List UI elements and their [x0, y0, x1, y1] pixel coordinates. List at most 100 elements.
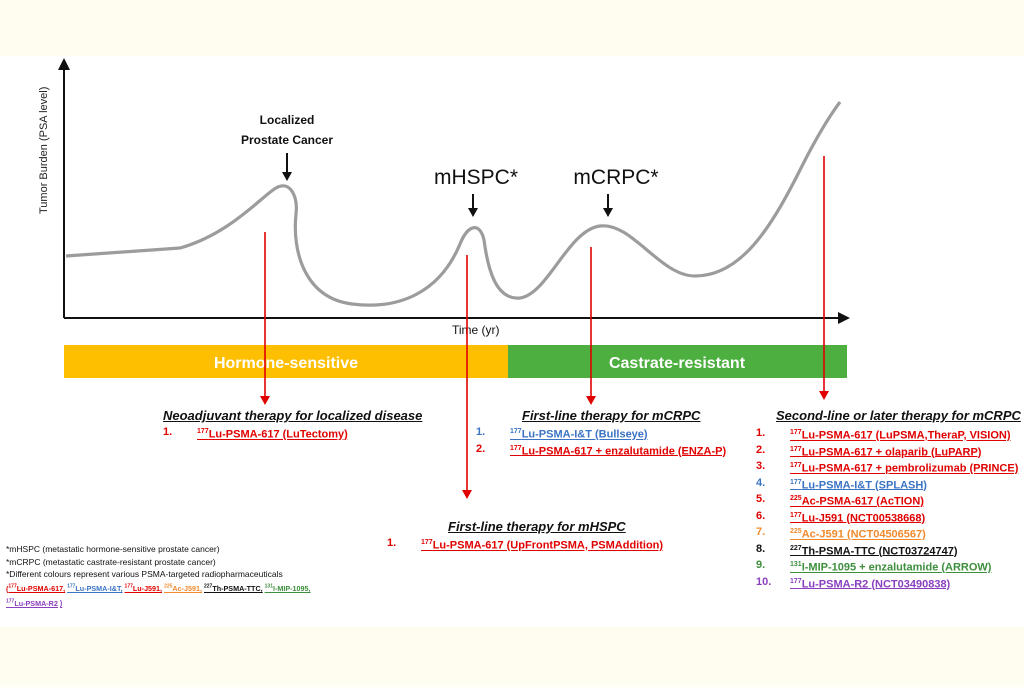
- key-entry: 177Lu-J591,: [124, 583, 163, 593]
- isotope-mass-number: 227: [790, 544, 802, 552]
- bottom-margin-band: [0, 627, 1024, 683]
- therapy-item-number: 2.: [756, 443, 766, 456]
- therapy-item-text: 227Th-PSMA-TTC (NCT03724747): [790, 541, 958, 558]
- footnote-line: *mCRPC (metastatic castrate-resistant pr…: [6, 556, 216, 567]
- therapy-name: Lu-PSMA-I&T (Bullseye): [521, 428, 648, 441]
- tumor-burden-curve: [65, 101, 842, 307]
- castrate-resistant-label: Castrate-resistant: [609, 355, 746, 372]
- therapy-item: 2. 177Lu-PSMA-617 + olaparib (LuPARP): [756, 442, 1018, 459]
- therapy-item-text: 225Ac-J591 (NCT04506567): [790, 524, 926, 541]
- therapy-item: 1. 177Lu-PSMA-I&T (Bullseye): [476, 424, 726, 441]
- therapy-name: Th-PSMA-TTC (NCT03724747): [801, 545, 958, 558]
- therapy-item: 2. 177Lu-PSMA-617 + enzalutamide (ENZA-P): [476, 441, 726, 458]
- therapy-item-text: 177Lu-PSMA-I&T (Bullseye): [510, 424, 648, 441]
- localized-label-line1: Localized: [260, 113, 315, 127]
- therapy-item-number: 10.: [756, 575, 772, 588]
- therapy-item-text: 177Lu-PSMA-617 + enzalutamide (ENZA-P): [510, 441, 726, 458]
- therapy-item: 5. 225Ac-PSMA-617 (AcTION): [756, 491, 1018, 508]
- mhspc-label: mHSPC*: [434, 166, 518, 189]
- therapy-item-text: 177Lu-PSMA-617 (UpFrontPSMA, PSMAddition…: [421, 535, 663, 552]
- first-line-mcrpc-heading: First-line therapy for mCRPC: [522, 408, 701, 423]
- first-line-mcrpc-list: 1. 177Lu-PSMA-I&T (Bullseye) 2. 177Lu-PSMA-…: [476, 424, 726, 457]
- therapy-item-number: 2.: [476, 442, 486, 455]
- key-open-paren: (: [6, 583, 9, 593]
- therapy-item-number: 9.: [756, 559, 766, 571]
- isotope-mass-number: 177: [790, 577, 802, 585]
- hormone-sensitive-bar: [64, 345, 508, 378]
- therapy-name: Ac-J591 (NCT04506567): [801, 528, 926, 541]
- y-axis-label: Tumor Burden (PSA level): [38, 87, 50, 214]
- key-entry: 227Th-PSMA-TTC,: [203, 583, 263, 593]
- therapy-item-text: 177Lu-PSMA-617 (LuTectomy): [197, 424, 348, 441]
- isotope-mass-number: 177: [790, 445, 802, 453]
- therapy-item-text: 177Lu-PSMA-R2 (NCT03490838): [790, 574, 950, 591]
- key-entry: 177Lu-PSMA-I&T,: [67, 583, 123, 593]
- x-axis-arrow-icon: [838, 312, 850, 324]
- isotope-mass-number: 177: [790, 429, 802, 436]
- key-entry: 225Ac-J591,: [164, 583, 202, 593]
- therapy-item-number: 1.: [476, 426, 486, 438]
- mhspc-therapy-arrowhead-icon: [462, 490, 472, 499]
- therapy-name: Lu-PSMA-I&T (SPLASH): [801, 479, 927, 492]
- therapy-name: Lu-PSMA-617 (UpFrontPSMA, PSMAddition): [432, 539, 664, 552]
- isotope-mass-number: 177: [790, 462, 802, 469]
- therapy-item: 1. 177Lu-PSMA-617 (LuTectomy): [163, 424, 348, 441]
- therapy-item-text: 177Lu-PSMA-617 (LuPSMA,TheraP, VISION): [790, 425, 1011, 442]
- isotope-mass-number: 225: [790, 495, 802, 502]
- therapy-item: 7. 225Ac-J591 (NCT04506567): [756, 524, 1018, 541]
- therapy-item-number: 1.: [756, 427, 766, 439]
- neoadjuvant-arrowhead-icon: [260, 396, 270, 405]
- localized-arrowhead-icon: [282, 172, 292, 181]
- therapy-name: Lu-PSMA-617 (LuTectomy): [208, 428, 348, 441]
- isotope-mass-number: 177: [421, 539, 433, 546]
- key-entry: 131I-MIP-1095,: [264, 583, 311, 593]
- therapy-item: 6. 177Lu-J591 (NCT00538668): [756, 508, 1018, 525]
- top-margin-band: [0, 0, 1024, 56]
- therapy-item: 9. 131I-MIP-1095 + enzalutamide (ARROW): [756, 557, 1018, 574]
- red-arrows: [260, 156, 829, 499]
- therapy-item-number: 5.: [756, 493, 766, 505]
- neoadjuvant-list: 1. 177Lu-PSMA-617 (LuTectomy): [163, 424, 348, 441]
- mcrpc-first-line-arrowhead-icon: [586, 396, 596, 405]
- radiopharmaceutical-color-key: (177Lu-PSMA-617, 177Lu-PSMA-I&T, 177Lu-J…: [6, 581, 311, 611]
- therapy-item: 4. 177Lu-PSMA-I&T (SPLASH): [756, 475, 1018, 492]
- localized-label-line2: Prostate Cancer: [241, 133, 333, 147]
- mcrpc-arrowhead-icon: [603, 208, 613, 217]
- therapy-name: Lu-PSMA-617 + pembrolizumab (PRINCE): [801, 462, 1019, 475]
- therapy-name: I-MIP-1095 + enzalutamide (ARROW): [801, 561, 992, 574]
- second-line-mcrpc-heading: Second-line or later therapy for mCRPC: [776, 408, 1021, 423]
- neoadjuvant-heading: Neoadjuvant therapy for localized diseas…: [163, 408, 423, 423]
- isotope-mass-number: 131: [790, 561, 802, 568]
- therapy-item-text: 177Lu-J591 (NCT00538668): [790, 508, 925, 525]
- therapy-item-number: 1.: [387, 537, 397, 549]
- footnote-line: *mHSPC (metastatic hormone-sensitive pro…: [6, 544, 220, 554]
- castrate-resistant-bar: [508, 345, 847, 378]
- therapy-item-text: 225Ac-PSMA-617 (AcTION): [790, 491, 924, 508]
- y-axis-arrow-icon: [58, 58, 70, 70]
- therapy-item-text: 177Lu-PSMA-617 + olaparib (LuPARP): [790, 442, 981, 459]
- isotope-mass-number: 177: [510, 428, 522, 435]
- key-entry: 177Lu-PSMA-617,: [8, 583, 66, 593]
- therapy-name: Lu-PSMA-617 + enzalutamide (ENZA-P): [521, 445, 727, 458]
- second-line-mcrpc-list: 1. 177Lu-PSMA-617 (LuPSMA,TheraP, VISION)…: [756, 425, 1018, 590]
- x-axis-label: Time (yr): [452, 323, 500, 337]
- therapy-name: Ac-PSMA-617 (AcTION): [801, 495, 924, 508]
- therapy-item-number: 8.: [756, 542, 766, 555]
- isotope-mass-number: 225: [790, 528, 802, 535]
- therapy-item-number: 3.: [756, 460, 766, 472]
- therapy-name: Lu-J591 (NCT00538668): [801, 512, 926, 525]
- footnote-line: *Different colours represent various PSM…: [6, 569, 283, 579]
- therapy-item-number: 7.: [756, 526, 766, 538]
- isotope-mass-number: 177: [197, 428, 209, 435]
- therapy-item-number: 6.: [756, 509, 766, 522]
- mcrpc-label: mCRPC*: [573, 166, 658, 189]
- first-line-mhspc-heading: First-line therapy for mHSPC: [448, 519, 626, 534]
- second-line-arrowhead-icon: [819, 391, 829, 400]
- therapy-item-number: 4.: [756, 476, 766, 489]
- therapy-item: 1. 177Lu-PSMA-617 (UpFrontPSMA, PSMAdditi…: [387, 535, 663, 552]
- isotope-mass-number: 177: [790, 511, 802, 519]
- key-entry: 177Lu-PSMA-R2: [6, 598, 58, 608]
- therapy-item: 3. 177Lu-PSMA-617 + pembrolizumab (PRINCE…: [756, 458, 1018, 475]
